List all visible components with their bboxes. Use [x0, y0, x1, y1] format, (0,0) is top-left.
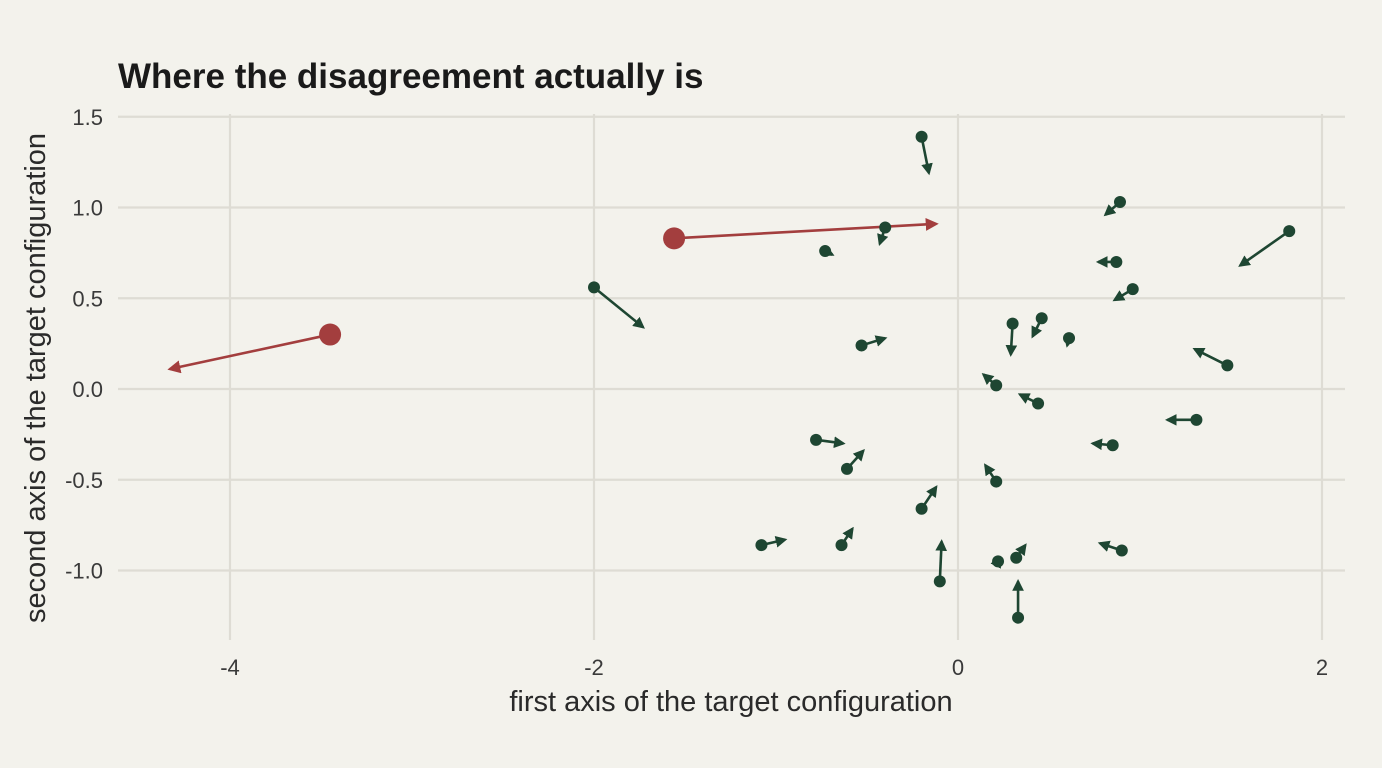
data-point — [1035, 312, 1048, 325]
data-point — [855, 339, 868, 352]
data-point — [588, 281, 600, 294]
x-tick-labels: -4 -2 0 2 — [220, 655, 1328, 680]
y-tick-label: 1.0 — [72, 196, 103, 221]
x-tick-label: 2 — [1316, 655, 1328, 680]
data-point — [933, 575, 946, 588]
data-point — [810, 433, 823, 446]
data-point — [915, 502, 928, 515]
data-point — [1115, 544, 1128, 557]
y-axis-label: second axis of the target configuration — [20, 133, 52, 623]
data-point — [1190, 413, 1203, 426]
data-point — [1110, 255, 1123, 268]
highlight-arrow — [674, 217, 939, 240]
y-tick-labels: 1.5 1.0 0.5 0.0 -0.5 -1.0 — [65, 105, 103, 584]
data-point — [1221, 359, 1234, 372]
data-point — [990, 475, 1003, 488]
y-tick-label: -0.5 — [65, 468, 103, 493]
y-tick-label: 1.5 — [72, 105, 103, 130]
highlight-point — [319, 323, 342, 346]
y-tick-label: 0.5 — [72, 286, 103, 311]
data-point — [990, 379, 1003, 392]
displacement-arrows — [167, 136, 1290, 618]
data-point — [1113, 196, 1126, 209]
displacement-arrow — [593, 286, 645, 329]
data-point — [835, 539, 848, 552]
highlight-arrow — [167, 333, 331, 374]
data-point — [1126, 283, 1139, 296]
x-axis-label: first axis of the target configuration — [509, 686, 952, 718]
x-tick-label: -4 — [220, 655, 240, 680]
x-tick-label: -2 — [584, 655, 604, 680]
data-point — [1283, 225, 1296, 238]
data-point — [1032, 397, 1045, 410]
data-point — [1106, 439, 1119, 452]
grid-lines — [118, 114, 1345, 640]
data-point — [879, 221, 892, 234]
y-tick-label: -1.0 — [65, 559, 103, 584]
data-point — [819, 245, 832, 258]
data-point — [1010, 551, 1023, 564]
chart-title: Where the disagreement actually is — [118, 57, 703, 96]
displacement-arrow — [935, 539, 948, 582]
x-tick-label: 0 — [952, 655, 964, 680]
data-point — [1012, 611, 1025, 624]
data-point — [755, 539, 768, 552]
displacement-arrow — [1192, 347, 1228, 367]
data-point — [992, 555, 1005, 568]
y-tick-label: 0.0 — [72, 377, 103, 402]
data-point — [1006, 317, 1019, 330]
data-point — [915, 130, 928, 143]
displacement-arrow — [920, 136, 933, 176]
highlight-point — [663, 227, 686, 250]
data-point — [840, 462, 853, 475]
data-point — [1063, 332, 1076, 345]
displacement-arrow — [1238, 230, 1290, 267]
data-points — [319, 130, 1296, 624]
